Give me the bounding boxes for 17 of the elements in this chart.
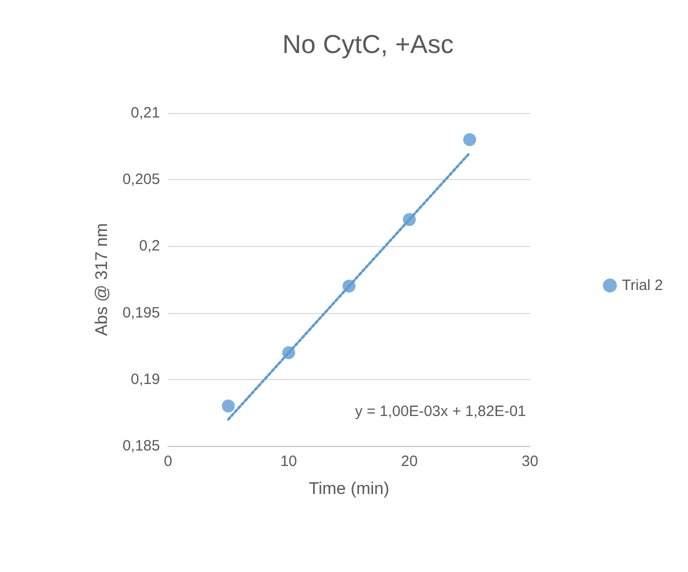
chart-title: No CytC, +Asc xyxy=(282,29,454,59)
x-tick-label: 20 xyxy=(400,453,418,470)
x-tick-label: 30 xyxy=(522,453,538,470)
y-tick-label: 0,19 xyxy=(130,370,160,388)
y-tick-label: 0,2 xyxy=(139,238,160,255)
x-tick-label: 0 xyxy=(164,453,172,470)
legend-label: Trial 2 xyxy=(622,277,664,294)
y-tick-label: 0,205 xyxy=(122,171,160,188)
y-tick-label: 0,21 xyxy=(130,104,160,122)
point xyxy=(222,400,235,413)
point xyxy=(463,133,476,146)
y-tick-label: 0,195 xyxy=(122,304,160,322)
annotation: y = 1,00E-03x + 1,82E-01 xyxy=(355,403,526,420)
x-tick-label: 10 xyxy=(280,453,298,470)
y-axis-title: Abs @ 317 nm xyxy=(92,223,111,336)
x-axis-title: Time (min) xyxy=(308,479,390,498)
y-tick-label: 0,185 xyxy=(122,438,160,454)
